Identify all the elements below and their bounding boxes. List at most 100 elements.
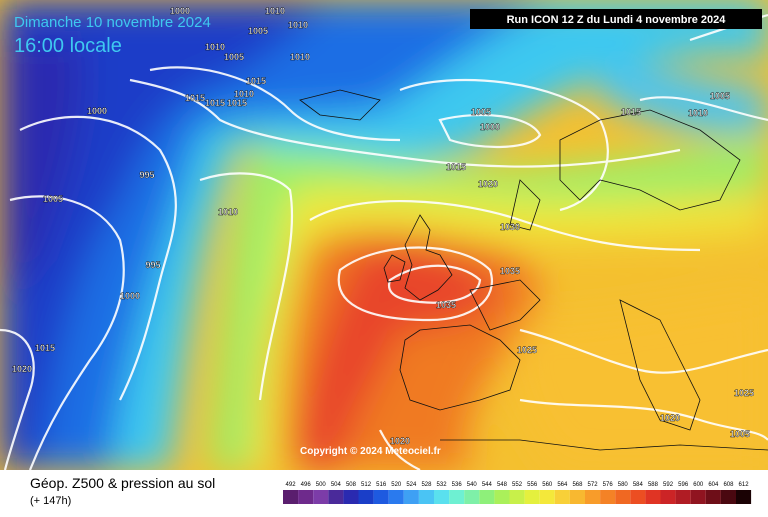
scale-swatch <box>690 490 706 504</box>
scale-label: 552 <box>512 482 523 488</box>
scale-label: 520 <box>391 482 402 488</box>
color-scale: 492 496 500 504 508 512 516 520 524 528 532 536 540 5… <box>283 482 752 504</box>
isobar-label: 1015 <box>246 76 266 86</box>
isobar-label: 1020 <box>390 436 410 446</box>
footer-lead: (+ 147h) <box>30 495 71 507</box>
scale-label: 600 <box>693 482 704 488</box>
scale-swatch <box>479 490 495 504</box>
isobar-label: 1010 <box>234 89 254 99</box>
scale-swatch <box>569 490 585 504</box>
scale-label: 580 <box>618 482 629 488</box>
scale-label: 528 <box>421 482 432 488</box>
scale-label: 608 <box>723 482 734 488</box>
scale-label: 596 <box>678 482 689 488</box>
isobar-label: 1010 <box>290 52 310 62</box>
scale-label: 568 <box>572 482 583 488</box>
scale-swatch <box>509 490 525 504</box>
isobar-label: 1035 <box>436 300 456 310</box>
scale-label: 584 <box>633 482 644 488</box>
scale-label: 492 <box>286 482 297 488</box>
scale-label: 560 <box>542 482 553 488</box>
scale-label: 564 <box>557 482 568 488</box>
isobar-label: 1005 <box>43 194 63 204</box>
isobar-label: 1010 <box>218 207 238 217</box>
scale-label: 544 <box>482 482 493 488</box>
scale-label: 540 <box>467 482 478 488</box>
scale-swatch <box>403 490 419 504</box>
scale-label: 612 <box>739 482 750 488</box>
scale-label: 592 <box>663 482 674 488</box>
scale-swatch <box>328 490 344 504</box>
scale-swatch <box>720 490 736 504</box>
isobar-label: 1005 <box>471 107 491 117</box>
isobar-label: 1030 <box>500 222 520 232</box>
scale-swatch <box>343 490 359 504</box>
isobar-label: 1015 <box>621 107 641 117</box>
scale-swatch <box>283 490 299 504</box>
scale-label: 508 <box>346 482 357 488</box>
scale-swatch <box>524 490 540 504</box>
scale-label: 572 <box>588 482 599 488</box>
scale-swatch <box>464 490 480 504</box>
isobar-label: 995 <box>145 260 160 270</box>
scale-label: 556 <box>527 482 538 488</box>
scale-swatch <box>736 490 752 504</box>
scale-swatch <box>373 490 389 504</box>
scale-swatch <box>298 490 314 504</box>
scale-label: 604 <box>708 482 719 488</box>
scale-swatch <box>660 490 676 504</box>
scale-swatch <box>585 490 601 504</box>
scale-swatch <box>434 490 450 504</box>
scale-label: 504 <box>331 482 342 488</box>
scale-swatch <box>630 490 646 504</box>
local-time: 16:00 locale <box>14 35 122 57</box>
isobar-label: 1035 <box>500 266 520 276</box>
isobar-label: 1015 <box>446 162 466 172</box>
isobar-label: 1025 <box>734 388 754 398</box>
isobar-label: 1015 <box>35 343 55 353</box>
isobars <box>0 13 768 470</box>
isobar-label: 1020 <box>12 364 32 374</box>
isobar-label: 1000 <box>87 106 107 116</box>
scale-swatch <box>388 490 404 504</box>
isobar-label: 1005 <box>730 429 750 439</box>
scale-swatch <box>539 490 555 504</box>
scale-label: 532 <box>437 482 448 488</box>
scale-label: 512 <box>361 482 372 488</box>
scale-swatch <box>675 490 691 504</box>
isobar-label: 1020 <box>660 413 680 423</box>
scale-swatch <box>358 490 374 504</box>
scale-label: 500 <box>316 482 327 488</box>
valid-date: Dimanche 10 novembre 2024 <box>14 14 211 31</box>
copyright: Copyright © 2024 Meteociel.fr <box>300 446 441 457</box>
isobar-label: 1015 <box>227 98 247 108</box>
footer-title: Géop. Z500 & pression au sol <box>30 475 215 491</box>
scale-swatch <box>705 490 721 504</box>
isobar-label: 1010 <box>288 20 308 30</box>
scale-swatch <box>494 490 510 504</box>
scale-swatch <box>615 490 631 504</box>
scale-swatch <box>313 490 329 504</box>
scale-swatch <box>449 490 465 504</box>
coastlines <box>299 89 768 451</box>
run-label: Run ICON 12 Z du Lundi 4 novembre 2024 <box>507 14 727 26</box>
scale-swatch <box>418 490 434 504</box>
scale-swatch <box>554 490 570 504</box>
scale-label: 516 <box>376 482 387 488</box>
isobar-label: 1015 <box>205 98 225 108</box>
isobar-label: 1000 <box>120 291 140 301</box>
isobar-label: 1010 <box>205 42 225 52</box>
scale-label: 524 <box>406 482 417 488</box>
isobar-label: 1000 <box>170 6 190 16</box>
isobar-label: 1000 <box>480 122 500 132</box>
isobar-label: 1010 <box>688 108 708 118</box>
isobar-label: 1025 <box>517 345 537 355</box>
scale-label: 548 <box>497 482 508 488</box>
isobar-label: 1005 <box>224 52 244 62</box>
scale-swatch <box>645 490 661 504</box>
scale-label: 536 <box>452 482 463 488</box>
